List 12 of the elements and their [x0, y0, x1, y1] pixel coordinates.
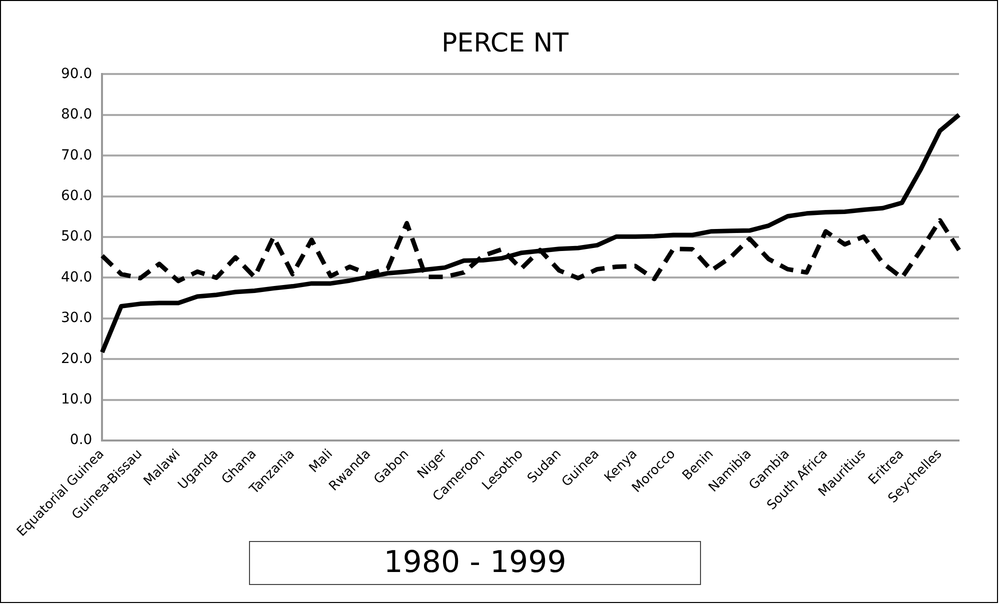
y-tick-label: 60.0: [61, 188, 92, 204]
y-tick-label: 90.0: [61, 66, 92, 82]
y-tick-label: 80.0: [61, 106, 92, 123]
y-tick-label: 10.0: [61, 392, 92, 408]
y-tick-label: 70.0: [61, 147, 92, 164]
text: 1980 - 1999: [249, 541, 701, 585]
y-tick-label: 50.0: [61, 228, 92, 245]
y-tick-label: 20.0: [61, 350, 92, 367]
y-tick-label: 40.0: [61, 269, 92, 286]
chart-title: PERCE NT: [441, 28, 569, 58]
y-tick-label: 30.0: [61, 310, 92, 326]
y-tick-label: 0.0: [70, 432, 92, 448]
